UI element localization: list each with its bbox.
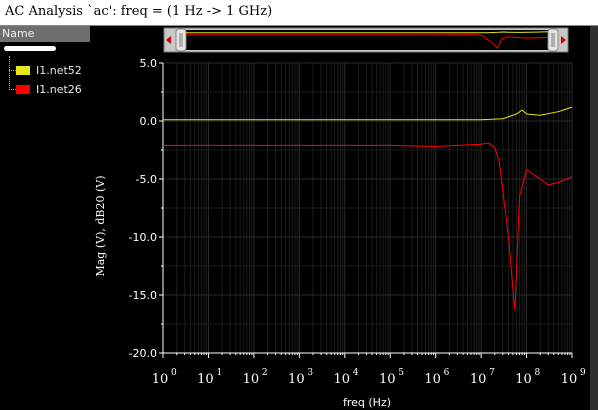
- x-tick-label: 10: [243, 372, 260, 387]
- x-tick-exponent: 8: [535, 368, 541, 378]
- legend-label: I1.net26: [36, 83, 82, 96]
- x-tick-label: 10: [561, 372, 578, 387]
- x-tick-exponent: 7: [489, 368, 495, 378]
- x-tick-exponent: 3: [307, 368, 313, 378]
- overview-scrollbar[interactable]: [163, 27, 569, 53]
- plot-axes: [159, 62, 573, 358]
- window-titlebar: AC Analysis `ac': freq = (1 Hz -> 1 GHz): [0, 0, 598, 26]
- scroll-right-arrow-icon[interactable]: [561, 36, 566, 44]
- x-tick-label: 10: [152, 372, 169, 387]
- overview-series-line: [186, 31, 549, 34]
- series-line-i1-net26[interactable]: [163, 142, 573, 311]
- plot-series: [163, 106, 573, 311]
- y-tick-label: 0.0: [140, 115, 158, 128]
- y-tick-labels: 5.0 0.0 -5.0 -10.0 -15.0 -20.0: [129, 57, 157, 360]
- y-tick-label: -10.0: [129, 231, 157, 244]
- tree-connector-branch: [9, 70, 16, 71]
- x-tick-exponent: 4: [353, 368, 359, 378]
- x-tick-label: 10: [470, 372, 487, 387]
- y-tick-label: -15.0: [129, 289, 157, 302]
- x-tick-label: 10: [424, 372, 441, 387]
- x-axis-label: freq (Hz): [343, 396, 391, 409]
- x-tick-exponent: 0: [171, 368, 177, 378]
- x-tick-label: 10: [288, 372, 305, 387]
- y-tick-label: -5.0: [136, 173, 157, 186]
- y-tick-label: -20.0: [129, 347, 157, 360]
- tree-connector: [9, 56, 10, 90]
- overview-series-preview: [186, 31, 549, 50]
- name-column-header[interactable]: Name: [0, 26, 90, 42]
- x-tick-exponent: 9: [580, 368, 586, 378]
- x-tick-exponent: 1: [216, 368, 222, 378]
- x-tick-exponent: 2: [262, 368, 268, 378]
- redacted-name: [4, 46, 56, 51]
- tree-connector-branch: [9, 89, 16, 90]
- right-edge-bar: [590, 26, 598, 410]
- x-tick-label: 10: [334, 372, 351, 387]
- name-column-label: Name: [2, 27, 35, 40]
- y-axis-label: Mag (V), dB20 (V): [94, 175, 107, 276]
- legend-label: I1.net52: [36, 64, 82, 77]
- x-tick-label: 10: [379, 372, 396, 387]
- signal-browser-panel: Name I1.net52 I1.net26: [0, 26, 90, 410]
- overview-series-line: [186, 34, 549, 50]
- ac-analysis-chart: 5.00.0-5.0-10.0-15.0-20.0 10 0 10 1 10 2 10 3 10…: [94, 27, 586, 409]
- x-tick-exponent: 5: [398, 368, 404, 378]
- red-swatch-icon: [16, 85, 30, 94]
- right-drag-handle[interactable]: [547, 28, 559, 52]
- x-tick-label: 10: [515, 372, 532, 387]
- x-tick-exponent: 6: [444, 368, 450, 378]
- yellow-swatch-icon: [16, 66, 30, 75]
- x-tick-labels: 10 0 10 1 10 2 10 3 10 4 10 5 10 6 10 7 10 8 10 9: [152, 368, 586, 387]
- scroll-left-arrow-icon[interactable]: [166, 36, 171, 44]
- y-tick-label: 5.0: [140, 57, 158, 70]
- x-tick-label: 10: [197, 372, 214, 387]
- left-drag-handle[interactable]: [175, 28, 187, 52]
- plot-grid: [162, 62, 573, 354]
- window-title: AC Analysis `ac': freq = (1 Hz -> 1 GHz): [5, 4, 273, 19]
- series-line-i1-net52[interactable]: [163, 106, 573, 121]
